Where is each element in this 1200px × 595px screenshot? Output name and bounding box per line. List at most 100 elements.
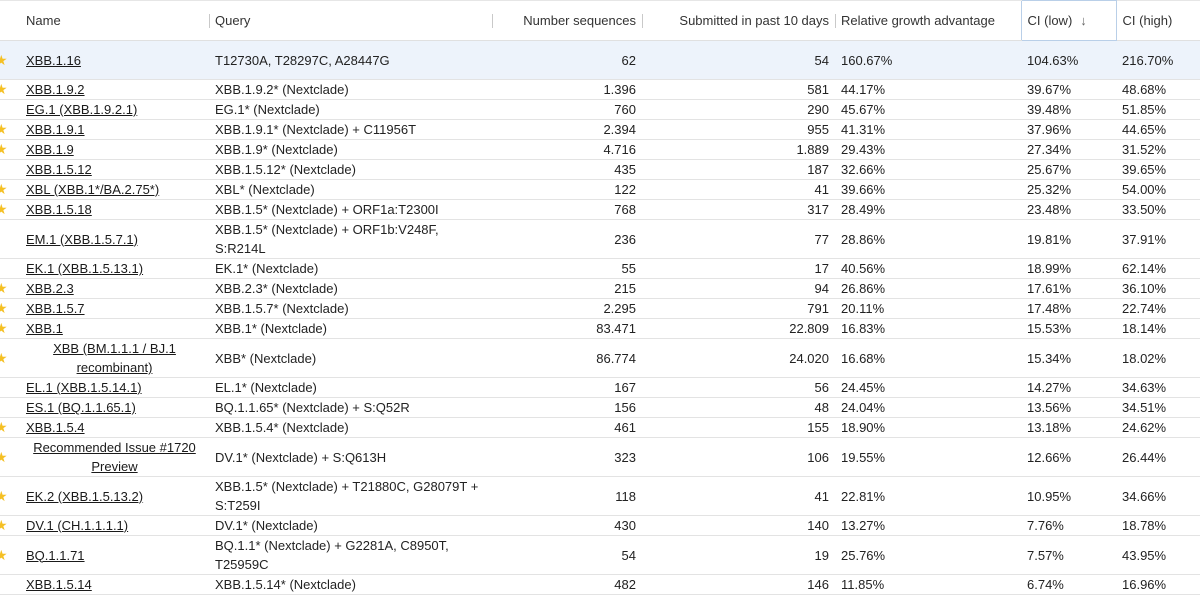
arrow-down-icon[interactable]: ↓ <box>1080 13 1087 28</box>
header-ci-low[interactable]: CI (low) ↓ <box>1020 0 1117 41</box>
variant-name-link[interactable]: BQ.1.1.71 <box>26 547 85 563</box>
star-icon[interactable]: ★ <box>0 418 8 437</box>
table-row[interactable]: ★ XBB.1.16 T12730A, T28297C, A28447G625416… <box>0 40 1200 80</box>
header-relative-growth[interactable]: Relative growth advantage <box>835 0 1021 41</box>
star-cell[interactable]: ★ <box>0 417 20 438</box>
star-icon[interactable]: ★ <box>0 180 8 199</box>
table-row[interactable]: ★ XBB.1.9.1 XBB.1.9.1* (Nextclade) + C1195… <box>0 119 1200 140</box>
star-cell[interactable]: ★ <box>0 99 20 120</box>
star-cell[interactable]: ★ <box>0 377 20 398</box>
header-query[interactable]: Query <box>209 0 492 41</box>
star-cell[interactable]: ★ <box>0 159 20 180</box>
table-row[interactable]: ★ XBB.1.5.7 XBB.1.5.7* (Nextclade)2.295791… <box>0 298 1200 319</box>
table-row[interactable]: ★ XBL (XBB.1*/BA.2.75*) XBL* (Nextclade)12… <box>0 179 1200 200</box>
variant-name-link[interactable]: XBB.1.9.2 <box>26 82 85 97</box>
star-icon[interactable]: ★ <box>0 140 8 159</box>
star-cell[interactable]: ★ <box>0 179 20 200</box>
table-row[interactable]: ★ XBB.1.5.18 XBB.1.5* (Nextclade) + ORF1a:… <box>0 199 1200 220</box>
table-row[interactable]: ★ XBB.1.5.12 XBB.1.5.12* (Nextclade)435187… <box>0 159 1200 180</box>
table-row[interactable]: ★ XBB.1.9.2 XBB.1.9.2* (Nextclade)1.396581… <box>0 79 1200 100</box>
query-cell: BQ.1.1* (Nextclade) + G2281A, C8950T, T2… <box>209 535 492 575</box>
variant-name-link[interactable]: XBL (XBB.1*/BA.2.75*) <box>26 182 160 197</box>
star-icon[interactable]: ★ <box>0 349 8 368</box>
variant-name-link[interactable]: EK.2 (XBB.1.5.13.2) <box>26 488 144 504</box>
ci-high-cell: 37.91% <box>1116 219 1200 259</box>
table-row[interactable]: ★ EG.1 (XBB.1.9.2.1) EG.1* (Nextclade)7602… <box>0 99 1200 120</box>
table-row[interactable]: ★ XBB.1.9 XBB.1.9* (Nextclade)4.7161.88929… <box>0 139 1200 160</box>
star-cell[interactable]: ★ <box>0 278 20 299</box>
star-cell[interactable]: ★ <box>0 40 20 80</box>
table-row[interactable]: ★ Recommended Issue #1720 Preview DV.1* (N… <box>0 437 1200 477</box>
variant-name-link[interactable]: XBB.1.5.18 <box>26 202 92 217</box>
variant-name-link[interactable]: XBB.1.5.7 <box>26 301 85 316</box>
ci-high-cell: 36.10% <box>1116 278 1200 299</box>
table-row[interactable]: ★EK.1 (XBB.1.5.13.1)EK.1* (Nextclade)551… <box>0 258 1200 279</box>
star-icon[interactable]: ★ <box>0 546 8 565</box>
submitted-cell: 77 <box>642 219 835 259</box>
header-name[interactable]: Name <box>20 0 209 41</box>
star-icon[interactable]: ★ <box>0 319 8 338</box>
variant-name-link[interactable]: XBB.2.3 <box>26 281 74 296</box>
star-icon[interactable]: ★ <box>0 299 8 318</box>
table-row[interactable]: ★ XBB.1 XBB.1* (Nextclade)83.47122.80916.8… <box>0 318 1200 339</box>
table-row[interactable]: ★ BQ.1.1.71 BQ.1.1* (Nextclade) + G2281A, … <box>0 535 1200 575</box>
header-number-sequences[interactable]: Number sequences <box>492 0 642 41</box>
star-cell[interactable]: ★ <box>0 258 20 279</box>
star-cell[interactable]: ★ <box>0 515 20 536</box>
table-row[interactable]: ★ EL.1 (XBB.1.5.14.1) EL.1* (Nextclade)167… <box>0 377 1200 398</box>
variant-name-link[interactable]: XBB.1.9.1 <box>26 122 85 137</box>
variant-name-link[interactable]: EL.1 (XBB.1.5.14.1) <box>26 380 142 395</box>
star-cell[interactable]: ★ <box>0 79 20 100</box>
star-icon[interactable]: ★ <box>0 279 8 298</box>
star-cell[interactable]: ★ <box>0 219 20 259</box>
variant-name-cell: XBB.1.5.4 <box>20 417 209 438</box>
star-cell[interactable]: ★ <box>0 437 20 477</box>
variant-name-link[interactable]: XBB.1.5.4 <box>26 420 85 435</box>
star-cell[interactable]: ★ <box>0 199 20 220</box>
table-row[interactable]: ★ DV.1 (CH.1.1.1.1) DV.1* (Nextclade)43014… <box>0 515 1200 536</box>
star-cell[interactable]: ★ <box>0 139 20 160</box>
variant-name-cell: EG.1 (XBB.1.9.2.1) <box>20 99 209 120</box>
header-ci-high[interactable]: CI (high) <box>1116 0 1200 41</box>
table-row[interactable]: ★ EM.1 (XBB.1.5.7.1) XBB.1.5* (Nextclade) … <box>0 219 1200 259</box>
table-row[interactable]: ★ ES.1 (BQ.1.1.65.1) BQ.1.1.65* (Nextclade… <box>0 397 1200 418</box>
table-row[interactable]: ★ XBB (BM.1.1.1 / BJ.1 recombinant) XBB* (… <box>0 338 1200 378</box>
query-cell: XBB.1.9* (Nextclade) <box>209 139 492 160</box>
table-row[interactable]: ★ XBB.2.3 XBB.2.3* (Nextclade)2159426.86%1… <box>0 278 1200 299</box>
star-icon[interactable]: ★ <box>0 200 8 219</box>
number-sequences-cell: 215 <box>492 278 642 299</box>
star-icon[interactable]: ★ <box>0 448 8 467</box>
variant-name-link[interactable]: EK.1 (XBB.1.5.13.1) <box>26 261 144 276</box>
star-cell[interactable]: ★ <box>0 318 20 339</box>
star-icon[interactable]: ★ <box>0 120 8 139</box>
star-icon[interactable]: ★ <box>0 487 8 506</box>
star-cell[interactable]: ★ <box>0 476 20 516</box>
star-cell[interactable]: ★ <box>0 338 20 378</box>
star-cell[interactable]: ★ <box>0 119 20 140</box>
star-cell[interactable]: ★ <box>0 535 20 575</box>
variant-name-link[interactable]: Recommended Issue #1720 Preview <box>33 440 196 474</box>
star-icon[interactable]: ★ <box>0 516 8 535</box>
variant-name-link[interactable]: XBB.1.5.12 <box>26 162 92 177</box>
star-cell[interactable]: ★ <box>0 397 20 418</box>
number-sequences-cell: 167 <box>492 377 642 398</box>
header-submitted[interactable]: Submitted in past 10 days <box>642 0 835 41</box>
star-icon[interactable]: ★ <box>0 80 8 99</box>
variant-name-link[interactable]: XBB.1.9 <box>26 142 74 157</box>
table-row[interactable]: ★ XBB.1.5.4 XBB.1.5.4* (Nextclade)46115518… <box>0 417 1200 438</box>
star-cell[interactable]: ★ <box>0 298 20 319</box>
variant-name-link[interactable]: DV.1 (CH.1.1.1.1) <box>26 518 129 533</box>
variant-name-link[interactable]: XBB.1 <box>26 321 63 336</box>
variant-name-link[interactable]: EG.1 (XBB.1.9.2.1) <box>26 102 138 117</box>
table-row[interactable]: ★ EK.2 (XBB.1.5.13.2) XBB.1.5* (Nextclade)… <box>0 476 1200 516</box>
variant-name-link[interactable]: ES.1 (BQ.1.1.65.1) <box>26 400 136 415</box>
star-icon[interactable]: ★ <box>0 51 8 70</box>
variant-name-link[interactable]: EM.1 (XBB.1.5.7.1) <box>26 231 138 247</box>
variant-name-link[interactable]: XBB (BM.1.1.1 / BJ.1 recombinant) <box>53 341 176 375</box>
variant-name-link[interactable]: XBB.1.16 <box>26 52 81 68</box>
number-sequences-cell: 461 <box>492 417 642 438</box>
number-sequences-cell: 1.396 <box>492 79 642 100</box>
variant-name-link[interactable]: XBB.1.5.14 <box>26 577 92 592</box>
